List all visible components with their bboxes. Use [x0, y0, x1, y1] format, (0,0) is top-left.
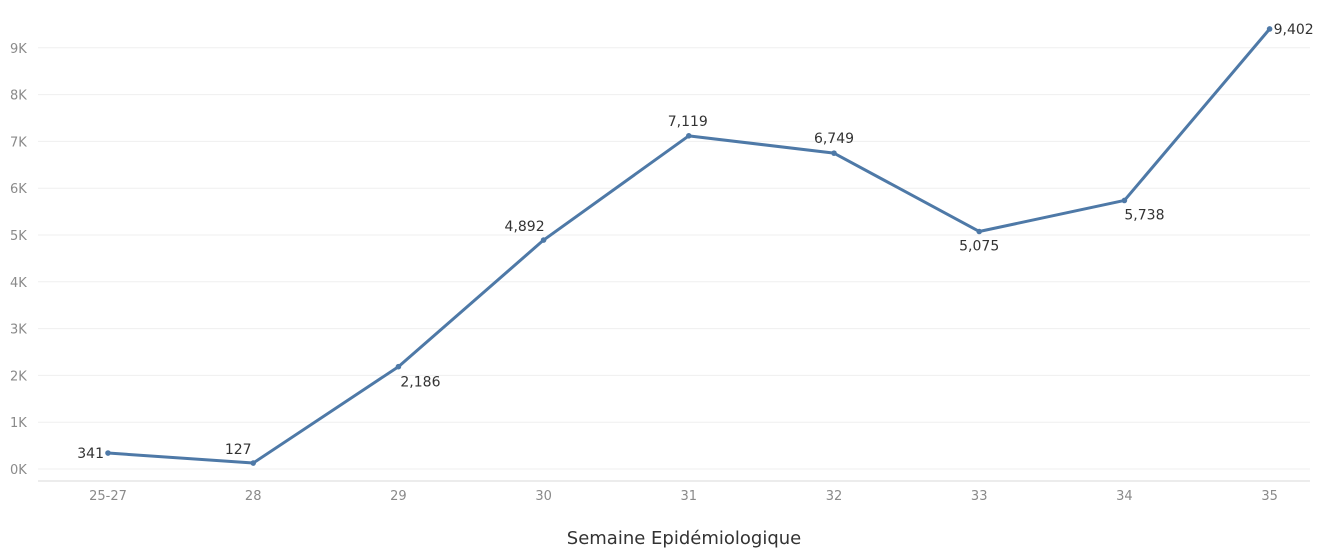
data-label: 2,186: [400, 375, 440, 391]
x-tick-label: 32: [826, 489, 843, 504]
data-point: [976, 228, 982, 235]
x-tick-label: 28: [245, 489, 262, 504]
data-label: 9,402: [1274, 22, 1314, 38]
series: [105, 26, 1273, 466]
data-point: [831, 150, 837, 156]
data-label: 4,892: [505, 219, 545, 235]
data-point: [1121, 197, 1128, 204]
y-tick-label: 5K: [10, 229, 27, 244]
x-tick-label: 25-27: [89, 489, 127, 504]
x-tick-label: 33: [971, 489, 988, 504]
x-tick-label: 30: [535, 489, 552, 504]
data-point: [250, 460, 256, 466]
data-label: 6,749: [814, 131, 854, 147]
y-tick-label: 7K: [10, 135, 27, 150]
y-axis: 0K 1K 2K 3K 4K 5K 6K 7K 8K 9K: [10, 42, 27, 478]
grid: [38, 47, 1310, 470]
x-tick-label: 31: [681, 489, 698, 504]
data-point: [395, 363, 402, 370]
data-label: 127: [225, 442, 252, 458]
y-tick-label: 6K: [10, 182, 27, 197]
x-tick-label: 35: [1261, 489, 1278, 504]
y-tick-label: 0K: [10, 463, 27, 478]
data-label: 341: [77, 446, 104, 462]
y-tick-label: 9K: [10, 42, 27, 57]
y-tick-label: 2K: [10, 369, 27, 384]
y-tick-label: 8K: [10, 89, 27, 104]
y-tick-label: 1K: [10, 416, 27, 431]
data-labels: 341 127 2,186 4,892 7,119 6,749 5,075 5,738 9,40…: [77, 22, 1313, 462]
x-axis: 25-27 28 29 30 31 32 33 34 35: [89, 489, 1278, 504]
x-axis-title: Semaine Epidémiologique: [567, 528, 801, 549]
data-label: 7,119: [668, 114, 708, 130]
y-tick-label: 3K: [10, 323, 27, 338]
data-point: [540, 237, 547, 243]
x-tick-label: 29: [390, 489, 407, 504]
data-point: [105, 450, 111, 456]
series-line: [106, 27, 1272, 465]
x-tick-label: 34: [1116, 489, 1133, 504]
data-label: 5,075: [959, 238, 999, 254]
data-label: 5,738: [1124, 207, 1164, 223]
data-point: [686, 133, 692, 139]
data-point: [1266, 26, 1273, 32]
y-tick-label: 4K: [10, 276, 27, 291]
